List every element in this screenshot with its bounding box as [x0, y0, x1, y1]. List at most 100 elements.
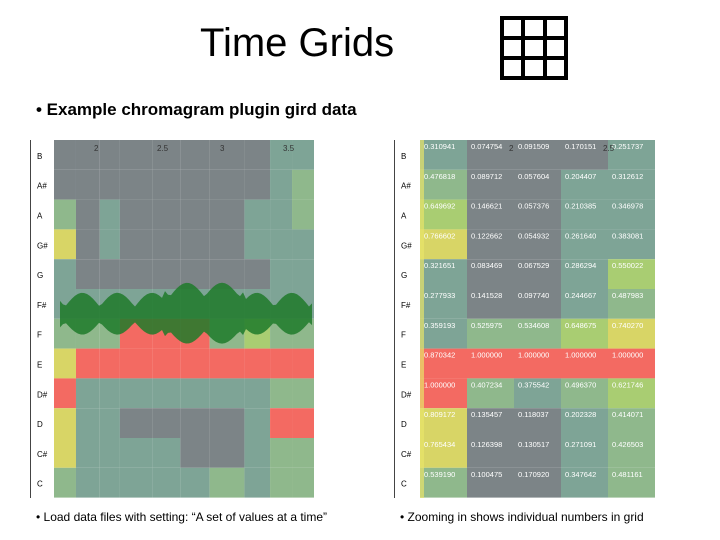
heatmap-cell: [561, 438, 608, 468]
heatmap-cell: [244, 140, 271, 170]
slide-title: Time Grids: [200, 21, 395, 65]
x-tick-label: 2.5: [603, 144, 615, 153]
cell-value: 0.277933: [424, 291, 455, 300]
heatmap-cell: [209, 467, 245, 498]
heatmap-cell: [608, 169, 655, 200]
heatmap-cell: [420, 348, 467, 379]
heatmap-cell: [270, 408, 293, 438]
cell-value: 0.765434: [424, 440, 455, 449]
heatmap-cell: [467, 259, 514, 289]
heatmap-cell: [420, 229, 467, 260]
y-label: C#: [37, 450, 48, 459]
heatmap-cell: [467, 408, 514, 438]
heatmap-cell: [54, 169, 76, 200]
x-tick-label: 2: [94, 144, 99, 153]
y-label: A#: [37, 182, 47, 191]
cell-value: 0.383081: [612, 231, 643, 240]
caption-right: • Zooming in shows individual numbers in…: [400, 510, 644, 524]
y-label: C: [401, 480, 407, 489]
heatmap-cell: [119, 169, 153, 200]
cell-value: 0.097740: [518, 291, 549, 300]
heatmap-cell: [75, 467, 100, 498]
heatmap-cell: [152, 169, 181, 200]
heatmap-cell: [180, 348, 210, 379]
cell-value: 0.649692: [424, 202, 455, 211]
heatmap-cell: [119, 140, 153, 170]
heatmap-cell: [75, 259, 100, 289]
cell-value: 0.487983: [612, 291, 643, 300]
heatmap-cell: [244, 408, 271, 438]
heatmap-cell: [420, 169, 467, 200]
caption-left: • Load data files with setting: “A set o…: [36, 510, 328, 524]
heatmap-cell: [270, 199, 293, 230]
heatmap-cell: [209, 348, 245, 379]
heatmap-cell: [608, 378, 655, 409]
heatmap-cell: [54, 140, 76, 170]
heatmap-cell: [75, 140, 100, 170]
y-label: G#: [401, 241, 412, 250]
heatmap-cell: [292, 438, 314, 468]
heatmap-cell: [54, 199, 76, 230]
heatmap-cell: [209, 229, 245, 260]
heatmap-cell: [99, 140, 120, 170]
heatmap-cell: [514, 229, 561, 260]
heatmap-cell: [514, 259, 561, 289]
heatmap-cell: [514, 199, 561, 230]
heatmap-cell: [54, 259, 76, 289]
cell-value: 1.000000: [612, 351, 643, 360]
heatmap-cell: [420, 199, 467, 230]
heatmap-cell: [54, 348, 76, 379]
heatmap-cell: [152, 229, 181, 260]
heatmap-cell: [54, 438, 76, 468]
heatmap-cell: [561, 169, 608, 200]
cell-value: 0.347642: [565, 470, 596, 479]
heatmap-cell: [561, 378, 608, 409]
heatmap-cell: [99, 408, 120, 438]
y-label: F#: [37, 301, 47, 310]
cell-value: 0.146621: [471, 202, 502, 211]
cell-value: 0.251737: [612, 142, 643, 151]
heatmap-cell: [99, 467, 120, 498]
heatmap-cell: [180, 408, 210, 438]
heatmap-cell: [608, 229, 655, 260]
heatmap-cell: [152, 348, 181, 379]
heatmap-cell: [514, 289, 561, 319]
heatmap-cell: [180, 169, 210, 200]
heatmap-cell: [119, 378, 153, 409]
y-label: D: [401, 420, 407, 429]
heatmap-cell: [608, 408, 655, 438]
heatmap-cell: [152, 438, 181, 468]
cell-value: 0.210385: [565, 202, 596, 211]
heatmap-cell: [292, 408, 314, 438]
heatmap-cell: [244, 169, 271, 200]
heatmap-cell: [420, 140, 467, 170]
heatmap-cell: [467, 229, 514, 260]
cell-value: 0.074754: [471, 142, 502, 151]
heatmap-cell: [292, 229, 314, 260]
y-label: F: [37, 331, 42, 340]
heatmap-cell: [152, 259, 181, 289]
heatmap-cell: [467, 169, 514, 200]
cell-value: 1.000000: [424, 380, 455, 389]
heatmap-cell: [514, 169, 561, 200]
heatmap-cell: [467, 199, 514, 230]
heatmap-cell: [209, 438, 245, 468]
y-label: A: [37, 212, 43, 221]
heatmap-cell: [244, 199, 271, 230]
cell-value: 0.809172: [424, 410, 455, 419]
heatmap-cell: [75, 348, 100, 379]
x-tick-label: 2.5: [157, 144, 169, 153]
heatmap-cell: [420, 378, 467, 409]
bullet-text: • Example chromagram plugin gird data: [36, 100, 357, 119]
heatmap-cell: [420, 467, 467, 498]
heatmap-cell: [75, 408, 100, 438]
heatmap-cell: [209, 378, 245, 409]
cell-value: 0.135457: [471, 410, 502, 419]
cell-value: 0.550022: [612, 261, 643, 270]
heatmap-cell: [561, 140, 608, 170]
heatmap-cell: [292, 199, 314, 230]
heatmap-cell: [75, 229, 100, 260]
heatmap-cell: [608, 467, 655, 498]
heatmap-cell: [75, 169, 100, 200]
heatmap-cell: [99, 438, 120, 468]
